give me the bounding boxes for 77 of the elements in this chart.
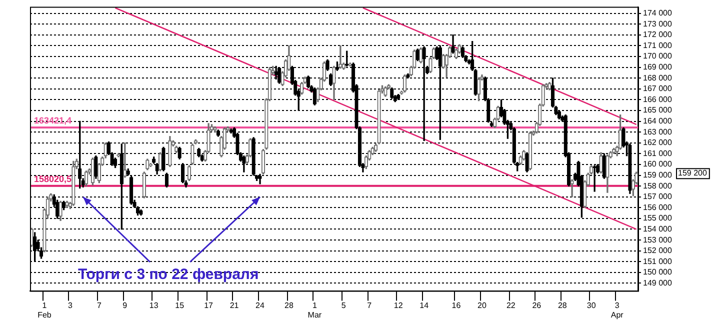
y-tick-label: 173 000 bbox=[643, 19, 672, 28]
y-tick-label: 162 000 bbox=[643, 138, 672, 148]
y-tick-label: 161 000 bbox=[643, 148, 672, 158]
y-tick-label: 154 000 bbox=[643, 224, 672, 234]
y-tick-label: 169 000 bbox=[643, 62, 672, 72]
candlestick bbox=[384, 86, 388, 97]
candlestick bbox=[332, 66, 336, 100]
candlestick bbox=[338, 45, 342, 69]
x-tick-label: 1 Mar bbox=[308, 300, 322, 320]
candlestick bbox=[419, 48, 423, 64]
y-tick-label: 155 000 bbox=[643, 214, 672, 223]
x-tick-label: 28 bbox=[558, 300, 568, 310]
candlestick bbox=[570, 179, 574, 198]
y-tick-label: 164 000 bbox=[643, 116, 672, 126]
candlestick bbox=[454, 48, 458, 59]
candlestick bbox=[348, 62, 352, 67]
ref-line-label: 163421,4 bbox=[34, 115, 72, 126]
annotation: Торги с 3 по 22 февраля bbox=[78, 266, 259, 283]
x-tick-label: 30 bbox=[586, 300, 596, 310]
candlestick bbox=[72, 160, 76, 206]
y-tick-label: 171 000 bbox=[643, 40, 672, 50]
candlestick bbox=[216, 130, 220, 137]
y-tick-label: 150 000 bbox=[643, 268, 672, 277]
y-tick-label: 172 000 bbox=[643, 30, 672, 40]
y-tick-label: 167 000 bbox=[643, 84, 672, 94]
x-tick-label: 21 bbox=[230, 300, 240, 310]
y-tick-label: 157 000 bbox=[643, 192, 672, 202]
candlestick bbox=[148, 163, 152, 167]
x-tick-label: 3 Apr bbox=[610, 300, 624, 320]
candlestick bbox=[190, 144, 194, 165]
y-tick-label: 174 000 bbox=[643, 8, 672, 18]
candlestick bbox=[168, 136, 172, 167]
x-tick-label: 17 bbox=[204, 300, 214, 310]
x-tick-label: 5 bbox=[341, 300, 346, 310]
candlestick bbox=[84, 170, 88, 186]
x-tick-label: 12 bbox=[394, 300, 404, 310]
y-tick-label: 156 000 bbox=[643, 202, 672, 212]
candlestick bbox=[65, 200, 69, 208]
x-tick-label: 7 bbox=[96, 300, 102, 310]
x-tick-label: 9 bbox=[122, 300, 128, 310]
x-tick-label: 24 bbox=[256, 300, 266, 310]
x-tick-label: 14 bbox=[420, 300, 430, 310]
candlestick bbox=[58, 200, 62, 221]
candlestick bbox=[116, 153, 120, 158]
y-tick-label: 152 000 bbox=[643, 246, 672, 256]
x-tick-label: 3 bbox=[68, 300, 73, 310]
candlestick bbox=[402, 74, 407, 92]
x-tick-label: 26 bbox=[532, 300, 542, 310]
candlestick bbox=[90, 158, 95, 186]
candlestick bbox=[30, 228, 34, 247]
y-tick-label: 168 000 bbox=[643, 73, 672, 82]
y-tick-label: 170 000 bbox=[643, 52, 672, 61]
candlestick bbox=[139, 209, 143, 216]
y-tick-label: 163 000 bbox=[643, 127, 672, 136]
y-tick-label: 158 000 bbox=[643, 181, 672, 190]
y-tick-label: 151 000 bbox=[643, 256, 672, 266]
y-tick-label: 153 000 bbox=[643, 235, 672, 244]
x-tick-label: 28 bbox=[284, 300, 294, 310]
candlestick bbox=[416, 48, 420, 62]
y-tick-label: 166 000 bbox=[643, 94, 672, 104]
candlestick bbox=[606, 154, 610, 193]
x-tick-label: 22 bbox=[506, 300, 516, 310]
x-tick-label: 7 bbox=[367, 300, 372, 310]
y-tick-label: 165 000 bbox=[643, 106, 672, 115]
x-tick-label: 1 Feb bbox=[38, 300, 52, 320]
y-tick-label: 149 000 bbox=[643, 278, 672, 288]
x-tick-label: 13 bbox=[149, 300, 159, 310]
x-tick-label: 15 bbox=[175, 300, 185, 310]
candlestick bbox=[548, 82, 552, 90]
x-tick-label: 20 bbox=[478, 300, 487, 310]
ref-line-label: 158020,5 bbox=[34, 174, 72, 184]
y-tick-label: 159 000 bbox=[643, 170, 672, 180]
x-tick-label: 16 bbox=[452, 300, 462, 310]
candlestick bbox=[599, 152, 603, 174]
y-tick-label: 160 000 bbox=[643, 160, 672, 169]
candlestick bbox=[187, 165, 192, 181]
text: 159 200 bbox=[678, 168, 708, 178]
